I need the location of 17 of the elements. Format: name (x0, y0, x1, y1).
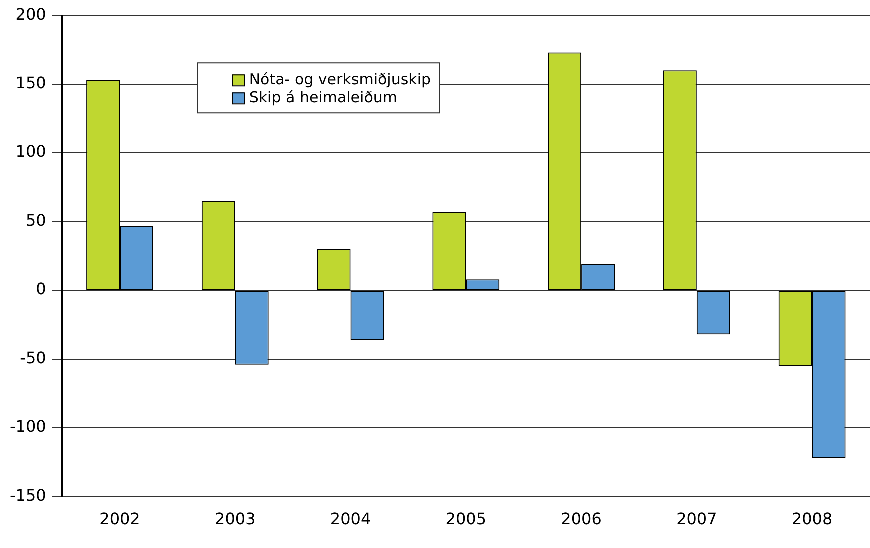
y-tick-label: -150 (10, 486, 46, 505)
x-tick-label: 2006 (561, 510, 602, 529)
x-tick-label: 2003 (215, 510, 256, 529)
x-tick-label: 2004 (330, 510, 372, 529)
legend-label: Nóta- og verksmiðjuskip (249, 70, 432, 88)
y-tick-label: 50 (26, 210, 46, 230)
legend-label: Skip á heimaleiðum (249, 88, 398, 106)
y-tick-label: -100 (10, 417, 46, 436)
y-tick-label: 100 (16, 142, 46, 162)
y-tick-label: 150 (16, 74, 46, 92)
y-tick-label: 0 (36, 280, 46, 299)
x-tick-label: 2007 (676, 510, 718, 529)
y-tick-label: -50 (20, 348, 46, 368)
x-tick-label: 2002 (100, 510, 140, 529)
x-tick-label: 2005 (446, 510, 487, 529)
y-tick-label: 200 (16, 4, 46, 24)
x-tick-label: 2008 (792, 510, 833, 529)
